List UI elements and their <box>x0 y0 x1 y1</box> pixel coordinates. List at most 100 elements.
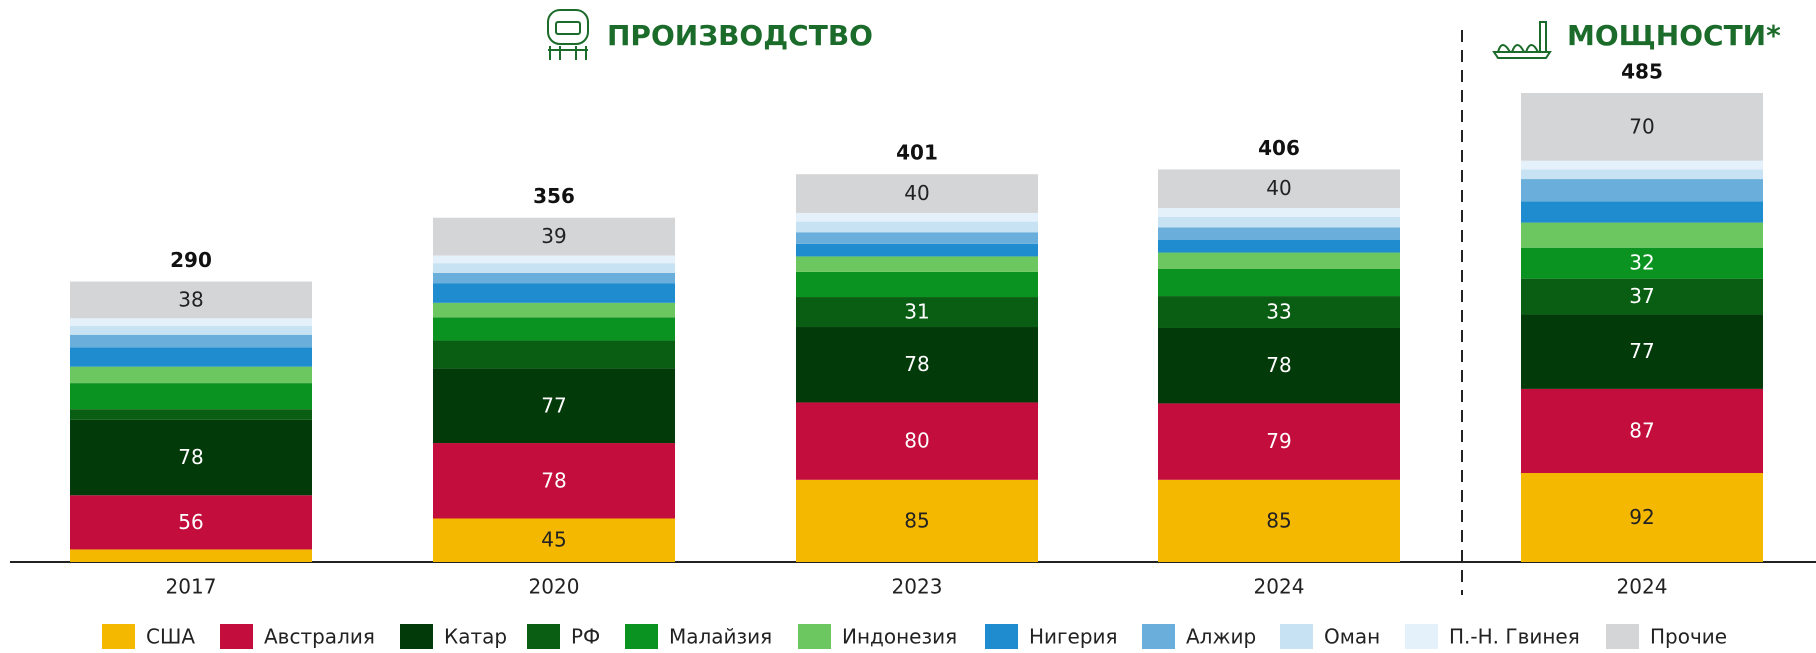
value-label: 70 <box>1629 114 1654 138</box>
bar-segment <box>796 402 1038 480</box>
legend-swatch <box>1405 624 1438 649</box>
bar-segment <box>1158 268 1400 297</box>
total-label: 290 <box>170 248 212 272</box>
bar-segment <box>1521 247 1763 279</box>
bar-segment <box>796 479 1038 562</box>
bar-segment <box>1158 208 1400 217</box>
bar-segment <box>1521 201 1763 223</box>
bar-segment <box>433 368 675 444</box>
value-label: 39 <box>541 224 566 248</box>
bar-segment <box>1158 169 1400 209</box>
bar-segment <box>1521 169 1763 180</box>
value-label: 92 <box>1629 505 1654 529</box>
bar-segment <box>70 281 312 319</box>
x-tick-label: 2024 <box>1254 575 1305 599</box>
bar-segment <box>433 340 675 369</box>
bar-segment <box>70 409 312 420</box>
bar-segment <box>1521 222 1763 248</box>
bar-segment <box>1521 93 1763 161</box>
bar-segment <box>796 297 1038 328</box>
total-label: 401 <box>896 141 938 165</box>
value-label: 78 <box>178 445 203 469</box>
value-label: 31 <box>904 300 929 324</box>
legend-label: США <box>146 625 195 649</box>
bar-segment <box>433 317 675 341</box>
value-label: 77 <box>541 393 566 417</box>
bar-segment <box>1521 179 1763 202</box>
legend-label: Прочие <box>1650 625 1727 649</box>
value-label: 33 <box>1266 300 1291 324</box>
bar-segment <box>433 272 675 284</box>
x-tick-label: 2020 <box>529 575 580 599</box>
bar-segment <box>70 419 312 496</box>
value-label: 80 <box>904 429 929 453</box>
value-label: 87 <box>1629 418 1654 442</box>
legend-label: Оман <box>1324 625 1380 649</box>
value-label: 78 <box>904 352 929 376</box>
legend-swatch <box>400 624 433 649</box>
legend-swatch <box>798 624 831 649</box>
legend-label: Индонезия <box>842 625 957 649</box>
legend-swatch <box>527 624 560 649</box>
bar-segment <box>433 443 675 519</box>
bar-segment <box>70 549 312 562</box>
value-label: 85 <box>904 508 929 532</box>
legend-label: П.-Н. Гвинея <box>1449 625 1580 649</box>
x-tick-label: 2017 <box>166 575 217 599</box>
bar-segment <box>70 366 312 384</box>
value-label: 38 <box>178 287 203 311</box>
bar-segment <box>433 217 675 256</box>
value-label: 85 <box>1266 508 1291 532</box>
bar-segment <box>796 174 1038 213</box>
bar-segment <box>433 302 675 318</box>
legend-label: Австралия <box>264 625 375 649</box>
bar-segment <box>70 495 312 550</box>
bar-segment <box>433 283 675 303</box>
total-label: 485 <box>1621 60 1663 84</box>
bar-segment <box>433 518 675 562</box>
legend-label: Малайзия <box>669 625 772 649</box>
total-label: 406 <box>1258 136 1300 160</box>
section-title: ПРОИЗВОДСТВО <box>607 19 873 52</box>
legend-swatch <box>102 624 135 649</box>
bar-segment <box>70 334 312 348</box>
bar-segment <box>70 318 312 327</box>
legend-swatch <box>220 624 253 649</box>
bar-segment <box>1158 239 1400 253</box>
bar-segment <box>433 255 675 264</box>
bar-segment <box>1158 296 1400 328</box>
bar-segment <box>70 347 312 367</box>
x-tick-label: 2023 <box>892 575 943 599</box>
legend-label: РФ <box>571 625 600 649</box>
bar-segment <box>796 221 1038 233</box>
bar-segment <box>796 212 1038 222</box>
value-label: 56 <box>178 510 203 534</box>
lng-icon <box>547 9 589 60</box>
bar-segment <box>1521 278 1763 315</box>
x-tick-label: 2024 <box>1617 575 1668 599</box>
bar-segment <box>70 383 312 410</box>
bar-segment <box>1521 160 1763 170</box>
total-label: 356 <box>533 184 575 208</box>
bar-segment <box>70 326 312 335</box>
value-label: 40 <box>1266 176 1291 200</box>
value-label: 45 <box>541 528 566 552</box>
bar-segment <box>1158 227 1400 240</box>
bar-segment <box>1158 479 1400 562</box>
bar-segment <box>1521 314 1763 389</box>
legend-swatch <box>625 624 658 649</box>
legend-label: Нигерия <box>1029 625 1118 649</box>
legend-swatch <box>1142 624 1175 649</box>
bar-segment <box>433 263 675 273</box>
bar-segment <box>796 271 1038 298</box>
bar-segment <box>796 327 1038 403</box>
legend-swatch <box>985 624 1018 649</box>
plant-icon <box>1492 21 1552 59</box>
bar-segment <box>1521 388 1763 474</box>
value-label: 78 <box>541 468 566 492</box>
bar-segment <box>1158 252 1400 269</box>
value-label: 79 <box>1266 429 1291 453</box>
value-label: 32 <box>1629 251 1654 275</box>
bar-segment <box>1158 216 1400 228</box>
value-label: 40 <box>904 181 929 205</box>
